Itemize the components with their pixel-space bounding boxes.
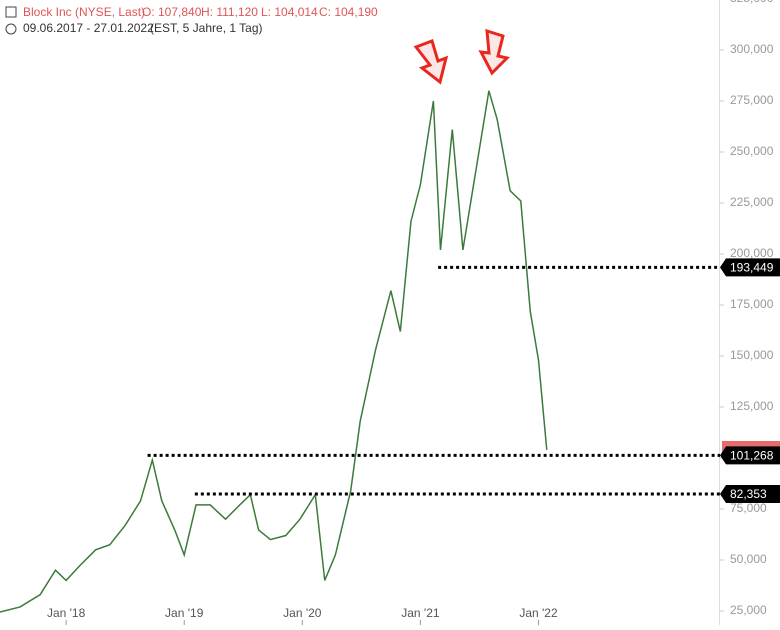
y-tick-label: 250,000 <box>730 144 774 158</box>
chart-title: Block Inc (NYSE, Last) <box>23 5 145 19</box>
x-tick-label: Jan '21 <box>401 606 440 620</box>
level-label-box <box>720 485 780 504</box>
y-tick-label: 175,000 <box>730 297 774 311</box>
level-label: 101,268 <box>730 449 774 463</box>
ohlc-close: C: 104,190 <box>319 5 378 19</box>
y-tick-label: 75,000 <box>730 501 767 515</box>
y-tick-label: 200,000 <box>730 246 774 260</box>
x-tick-label: Jan '19 <box>165 606 204 620</box>
y-tick-label: 300,000 <box>730 42 774 56</box>
level-label: 82,353 <box>730 487 767 501</box>
ohlc-low: L: 104,014 <box>261 5 318 19</box>
y-tick-label: 125,000 <box>730 399 774 413</box>
y-tick-label: 325,000 <box>730 0 774 5</box>
y-tick-label: 25,000 <box>730 603 767 617</box>
clock-icon <box>5 23 17 35</box>
level-label: 193,449 <box>730 261 774 275</box>
y-tick-label: 275,000 <box>730 93 774 107</box>
level-label-box <box>720 446 780 465</box>
chart-icon <box>5 6 17 18</box>
price-line <box>0 90 548 613</box>
chart-subtitle: 09.06.2017 - 27.01.2022 <box>23 21 154 35</box>
arrow <box>413 39 449 85</box>
ohlc-open: O: 107,840 <box>142 5 202 19</box>
annotation-arrows <box>413 28 510 85</box>
header: Block Inc (NYSE, Last) O: 107,840 H: 111… <box>5 5 378 35</box>
x-tick-label: Jan '20 <box>283 606 322 620</box>
y-tick-label: 50,000 <box>730 552 767 566</box>
ohlc-high: H: 111,120 <box>201 5 258 19</box>
y-tick-label: 225,000 <box>730 195 774 209</box>
chart-subtitle-note: (EST, 5 Jahre, 1 Tag) <box>150 21 263 35</box>
y-tick-label: 150,000 <box>730 348 774 362</box>
level-label-box <box>720 258 780 277</box>
x-tick-label: Jan '18 <box>47 606 86 620</box>
arrow <box>478 28 510 76</box>
x-tick-label: Jan '22 <box>519 606 558 620</box>
